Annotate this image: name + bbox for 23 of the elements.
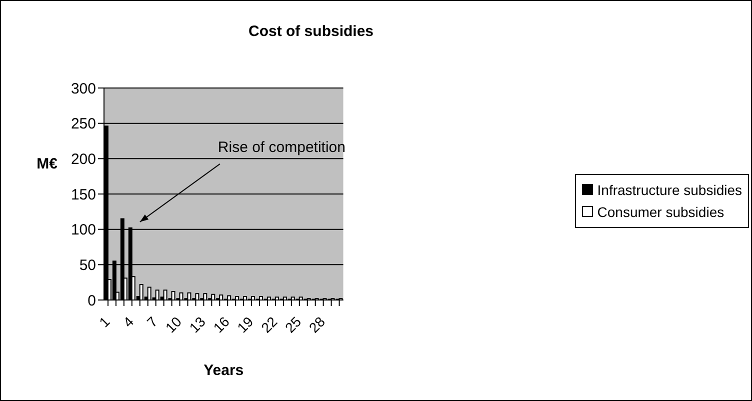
x-tick-label: 19	[234, 313, 256, 336]
x-tick-label: 28	[306, 313, 328, 336]
y-tick-label: 300	[70, 80, 96, 98]
y-tick-label: 0	[88, 292, 96, 310]
y-tick-label: 250	[70, 116, 96, 133]
x-tick-label: 22	[258, 313, 280, 336]
x-tick-label: 4	[120, 313, 137, 330]
chart-title: Cost of subsidies	[247, 23, 375, 40]
x-tick-label: 13	[186, 313, 209, 336]
y-tick-label: 100	[70, 222, 96, 239]
legend-label: Infrastructure subsidies	[596, 180, 742, 200]
x-tick-label: 7	[144, 313, 161, 330]
x-tick-label: 16	[210, 313, 233, 336]
x-tick-label: 10	[162, 313, 185, 336]
y-tick-label: 150	[70, 186, 96, 204]
x-axis-title: Years	[204, 362, 244, 379]
legend-label: Consumer subsidies	[596, 202, 726, 222]
x-tick-label: 25	[282, 313, 304, 336]
x-tick-label: 1	[96, 313, 113, 330]
y-tick-label: 200	[70, 150, 96, 168]
y-tick-label: 50	[79, 256, 96, 274]
y-axis-title: M€	[36, 155, 58, 172]
annotation: Rise of competition	[218, 138, 346, 156]
